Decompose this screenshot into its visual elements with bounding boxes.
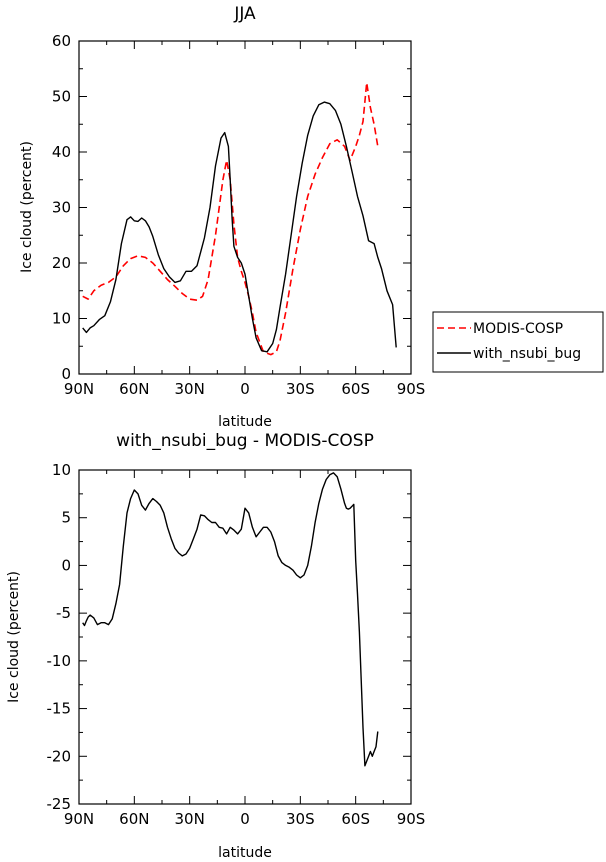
y-tick-label: -10 xyxy=(47,652,72,670)
x-tick-label: 0 xyxy=(240,810,250,828)
x-ticks: 90N 60N 30N 0 30S 60S 90S xyxy=(64,470,425,828)
legend-label-modis-cosp: MODIS-COSP xyxy=(473,321,563,337)
y-tick-label: -20 xyxy=(47,747,72,765)
y-tick-label: -5 xyxy=(56,604,71,622)
x-tick-label: 30N xyxy=(175,380,205,398)
legend-box xyxy=(432,311,604,373)
y-ticks: -25 -20 -15 -10 -5 0 5 10 xyxy=(47,461,411,813)
plot-frame xyxy=(78,469,412,805)
y-ticks: 0 10 20 30 40 50 60 xyxy=(52,32,411,383)
x-tick-label: 60S xyxy=(341,810,370,828)
y-tick-label: -15 xyxy=(47,700,72,718)
y-axis-label: Ice cloud (percent) xyxy=(19,141,35,273)
y-tick-label: 10 xyxy=(52,310,71,328)
x-tick-label: 90N xyxy=(64,380,94,398)
chart-difference: with_nsubi_bug - MODIS-COSP Ice cloud (p… xyxy=(6,431,425,861)
y-axis-label: Ice cloud (percent) xyxy=(6,571,22,703)
series-line-difference xyxy=(82,472,379,767)
x-axis-label: latitude xyxy=(218,414,272,430)
series-line-modis-cosp xyxy=(82,81,379,356)
plot-frame xyxy=(78,40,412,375)
y-tick-label: 5 xyxy=(61,509,71,527)
x-tick-label: 90N xyxy=(64,810,94,828)
y-tick-label: 30 xyxy=(52,199,71,217)
x-tick-label: 30S xyxy=(286,810,315,828)
y-tick-label: 0 xyxy=(61,556,71,574)
chart-jja: JJA Ice cloud (percent) latitude 0 10 20 30… xyxy=(19,4,604,430)
x-ticks: 90N 60N 30N 0 30S 60S 90S xyxy=(64,41,425,398)
plot-area xyxy=(82,472,379,767)
x-tick-label: 90S xyxy=(397,380,426,398)
y-tick-label: 40 xyxy=(52,143,71,161)
chart-title: JJA xyxy=(233,4,256,24)
y-tick-label: 10 xyxy=(52,461,71,479)
x-tick-label: 60N xyxy=(119,810,149,828)
chart-title: with_nsubi_bug - MODIS-COSP xyxy=(116,431,374,451)
x-tick-label: 0 xyxy=(240,380,250,398)
y-tick-label: -25 xyxy=(47,795,72,813)
x-tick-label: 60N xyxy=(119,380,149,398)
plot-area xyxy=(82,81,397,356)
x-tick-label: 30N xyxy=(175,810,205,828)
y-tick-label: 60 xyxy=(52,32,71,50)
x-tick-label: 30S xyxy=(286,380,315,398)
x-tick-label: 60S xyxy=(341,380,370,398)
x-axis-label: latitude xyxy=(218,845,272,861)
y-tick-label: 20 xyxy=(52,254,71,272)
series-line-with-nsubi-bug xyxy=(82,101,397,353)
y-tick-label: 50 xyxy=(52,88,71,106)
legend-label-with-nsubi-bug: with_nsubi_bug xyxy=(473,346,581,362)
y-tick-label: 0 xyxy=(61,365,71,383)
x-tick-label: 90S xyxy=(397,810,426,828)
legend: MODIS-COSP with_nsubi_bug xyxy=(432,311,604,373)
